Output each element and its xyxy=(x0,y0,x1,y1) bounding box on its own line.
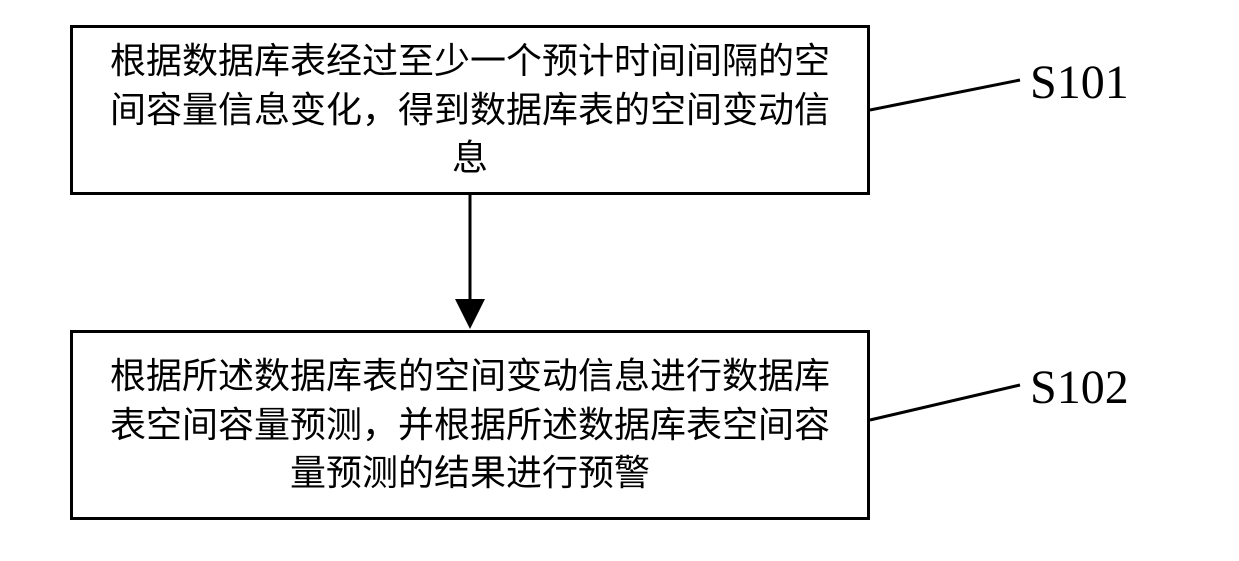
flow-node-s102: 根据所述数据库表的空间变动信息进行数据库表空间容量预测，并根据所述数据库表空间容… xyxy=(70,330,870,520)
flowchart-stage: 根据数据库表经过至少一个预计时间间隔的空间容量信息变化，得到数据库表的空间变动信… xyxy=(0,0,1239,561)
flow-label-s102: S102 xyxy=(1030,360,1129,415)
flow-node-s101: 根据数据库表经过至少一个预计时间间隔的空间容量信息变化，得到数据库表的空间变动信… xyxy=(70,25,870,195)
flow-label-s101: S101 xyxy=(1030,55,1129,110)
leader-line-s101 xyxy=(870,80,1020,110)
leader-line-s102 xyxy=(870,385,1020,420)
